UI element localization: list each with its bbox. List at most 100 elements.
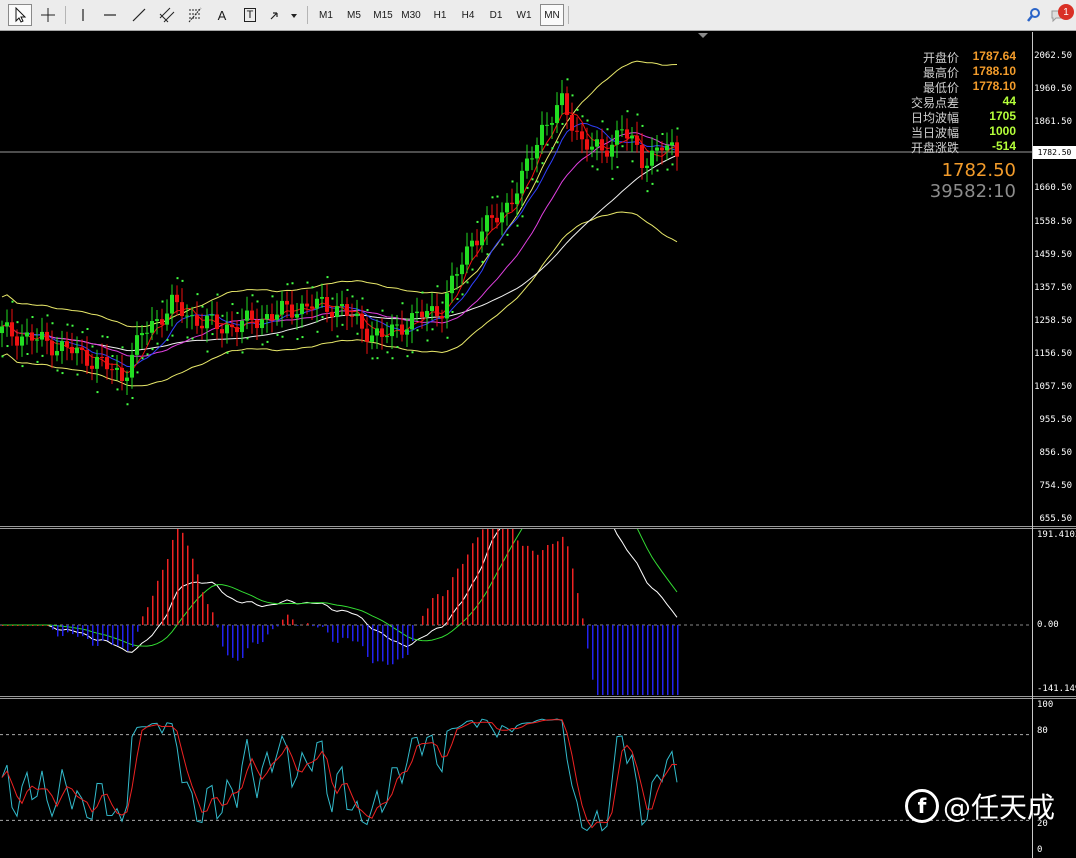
timeframe-button-m30[interactable]: M30 <box>401 9 421 21</box>
parabolic-sar-dot <box>546 143 549 146</box>
notification-badge: 1 <box>1058 4 1074 20</box>
stochastic-pane[interactable] <box>0 699 1032 857</box>
parabolic-sar-dot <box>146 353 149 356</box>
candle-body <box>360 313 364 329</box>
parabolic-sar-dot <box>1 355 4 358</box>
candle-body <box>80 347 84 350</box>
info-value: 1778.10 <box>972 79 1016 93</box>
timeframe-button-d1[interactable]: D1 <box>489 9 503 21</box>
candle-body <box>455 274 459 276</box>
candle-body <box>220 329 224 334</box>
parabolic-sar-dot <box>11 300 14 303</box>
price-axis[interactable]: 2062.501960.501861.501759.501660.501558.… <box>1033 32 1076 526</box>
timeframe-button-h1[interactable]: H1 <box>433 9 447 21</box>
candle-body <box>585 139 589 150</box>
fibonacci-tool-button[interactable] <box>184 4 208 26</box>
macd-histogram-bar <box>577 593 579 625</box>
timeframe-button-m1[interactable]: M1 <box>319 9 333 21</box>
search-button[interactable] <box>1024 4 1044 26</box>
candle-body <box>355 313 359 317</box>
parabolic-sar-dot <box>326 276 329 279</box>
price-axis-label: 1357.50 <box>1034 282 1072 293</box>
trendline-icon <box>132 8 146 22</box>
macd-histogram-bar <box>377 625 379 662</box>
channel-icon <box>159 7 175 23</box>
candle-body <box>245 310 249 321</box>
candle-body <box>630 135 634 139</box>
price-axis-label: 856.50 <box>1039 448 1072 459</box>
parabolic-sar-dot <box>81 331 84 334</box>
text-label-tool-button[interactable]: T <box>238 4 262 26</box>
candle-body <box>540 124 544 145</box>
parabolic-sar-dot <box>266 340 269 343</box>
candle-body <box>135 335 139 355</box>
timeframe-button-w1[interactable]: W1 <box>516 9 532 21</box>
candle-body <box>395 324 399 326</box>
parabolic-sar-dot <box>446 336 449 339</box>
candle-body <box>450 275 454 294</box>
parabolic-sar-dot <box>41 354 44 357</box>
parabolic-sar-dot <box>406 355 409 358</box>
macd-chart <box>0 529 1032 695</box>
macd-histogram-bar <box>347 625 349 639</box>
horizontal-line-tool-button[interactable] <box>98 4 122 26</box>
parabolic-sar-dot <box>361 297 364 300</box>
parabolic-sar-dot <box>626 110 629 113</box>
timeframe-button-h4[interactable]: H4 <box>461 9 475 21</box>
price-axis-label: 1258.50 <box>1034 315 1072 326</box>
info-value: -514 <box>991 139 1016 153</box>
price-axis-label: 1057.50 <box>1034 382 1072 392</box>
macd-histogram-bar <box>317 625 319 628</box>
timeframe-button-m5[interactable]: M5 <box>347 9 361 21</box>
macd-histogram-bar <box>57 625 59 637</box>
trendline-tool-button[interactable] <box>127 4 151 26</box>
vertical-line-tool-button[interactable] <box>72 4 94 26</box>
candle-body <box>525 158 529 171</box>
candle-body <box>140 333 144 336</box>
macd-histogram-bar <box>267 625 269 635</box>
macd-histogram-bar <box>2 625 4 626</box>
crosshair-tool-button[interactable] <box>36 4 60 26</box>
macd-histogram-bar <box>337 625 339 643</box>
macd-pane[interactable] <box>0 529 1032 695</box>
candle-body <box>185 315 189 317</box>
candle-body <box>550 123 554 125</box>
candle-body <box>490 215 494 218</box>
candle-body <box>130 354 134 378</box>
parabolic-sar-dot <box>171 334 174 337</box>
candle-body <box>545 124 549 126</box>
macd-histogram-bar <box>252 625 254 643</box>
search-icon <box>1027 8 1040 22</box>
info-value: 44 <box>1002 94 1016 108</box>
candle-body <box>365 328 369 342</box>
arrows-tool-dropdown[interactable] <box>266 4 302 26</box>
parabolic-sar-dot <box>351 295 354 298</box>
text-tool-button[interactable]: A <box>211 4 233 26</box>
parabolic-sar-dot <box>151 348 154 351</box>
price-axis-label: 1660.50 <box>1034 183 1072 194</box>
pane-divider[interactable] <box>0 696 1076 697</box>
timeframe-button-mn[interactable]: MN <box>540 4 564 26</box>
parabolic-sar-dot <box>581 115 584 118</box>
macd-histogram-bar <box>567 546 569 625</box>
macd-histogram-bar <box>612 625 614 695</box>
candle-body <box>560 93 564 106</box>
macd-histogram-bar <box>397 625 399 660</box>
macd-histogram-bar <box>657 625 659 695</box>
cursor-tool-button[interactable] <box>8 4 32 26</box>
macd-histogram-bar <box>402 625 404 659</box>
candle-body <box>10 322 14 337</box>
bollinger-upper-line <box>1 60 678 328</box>
candle-body <box>480 231 484 246</box>
pane-divider[interactable] <box>0 526 1076 527</box>
macd-histogram-bar <box>557 541 559 625</box>
price-chart-pane[interactable] <box>0 32 1032 526</box>
channel-tool-button[interactable] <box>155 4 179 26</box>
candle-body <box>350 315 354 317</box>
candle-body <box>470 240 474 247</box>
parabolic-sar-dot <box>161 300 164 303</box>
watermark-logo-icon: f <box>905 789 939 823</box>
parabolic-sar-dot <box>316 330 319 333</box>
timeframe-button-m15[interactable]: M15 <box>373 9 393 21</box>
parabolic-sar-dot <box>386 351 389 354</box>
